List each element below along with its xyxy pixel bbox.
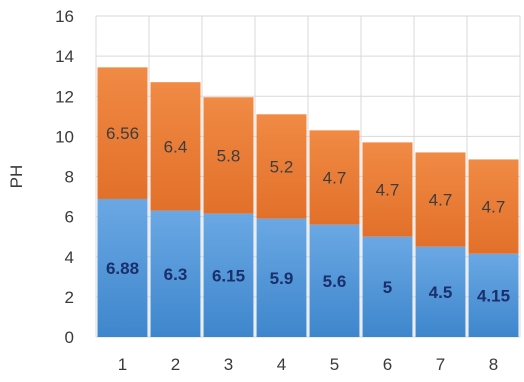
x-tick-label: 4 bbox=[277, 355, 286, 374]
x-tick-label: 2 bbox=[171, 355, 180, 374]
data-label-top: 5.8 bbox=[217, 146, 241, 165]
y-tick-label: 12 bbox=[55, 87, 74, 106]
bar-segment-top bbox=[415, 152, 466, 247]
bar-segment-bottom bbox=[203, 213, 254, 337]
y-axis: 0 2 4 6 8 10 12 14 16 bbox=[55, 7, 74, 347]
y-tick-label: 10 bbox=[55, 127, 74, 146]
y-tick-label: 0 bbox=[65, 328, 74, 347]
y-tick-label: 16 bbox=[55, 7, 74, 26]
data-label-top: 4.7 bbox=[482, 198, 506, 217]
x-tick-label: 3 bbox=[224, 355, 233, 374]
y-tick-label: 14 bbox=[55, 47, 74, 66]
x-tick-label: 5 bbox=[330, 355, 339, 374]
data-label-bottom: 5.6 bbox=[323, 272, 347, 291]
data-label-top: 6.4 bbox=[164, 137, 188, 156]
bar-segment-top bbox=[97, 67, 148, 199]
data-label-bottom: 6.15 bbox=[212, 266, 245, 285]
data-label-bottom: 6.88 bbox=[106, 259, 139, 278]
x-axis: 1 2 3 4 5 6 7 8 bbox=[118, 355, 498, 374]
bar-segment-bottom bbox=[415, 246, 466, 337]
bar-segment-bottom bbox=[150, 210, 201, 337]
bar-segment-top bbox=[362, 142, 413, 237]
data-label-top: 6.56 bbox=[106, 124, 139, 143]
data-label-top: 4.7 bbox=[323, 169, 347, 188]
y-tick-label: 4 bbox=[65, 248, 74, 267]
bar-segment-top bbox=[468, 159, 519, 254]
y-tick-label: 2 bbox=[65, 288, 74, 307]
data-label-bottom: 5 bbox=[383, 278, 392, 297]
bar-segment-top bbox=[203, 97, 254, 214]
bar-segment-bottom bbox=[309, 224, 360, 337]
data-label-top: 4.7 bbox=[429, 191, 453, 210]
bar-segment-top bbox=[150, 82, 201, 211]
data-label-bottom: 6.3 bbox=[164, 265, 188, 284]
bars: 6.88 6.56 6.3 6.4 6.15 5.8 5.9 5.2 5.6 4.7 5 4.7 4.5… bbox=[97, 67, 519, 337]
bar-segment-top bbox=[309, 130, 360, 225]
y-tick-label: 8 bbox=[65, 168, 74, 187]
data-label-bottom: 5.9 bbox=[270, 269, 294, 288]
x-tick-label: 6 bbox=[383, 355, 392, 374]
x-tick-label: 1 bbox=[118, 355, 127, 374]
bar-segment-top bbox=[256, 114, 307, 219]
data-label-top: 4.7 bbox=[376, 181, 400, 200]
data-label-top: 5.2 bbox=[270, 157, 294, 176]
data-label-bottom: 4.15 bbox=[477, 286, 510, 305]
data-label-bottom: 4.5 bbox=[429, 283, 453, 302]
bar-segment-bottom bbox=[97, 198, 148, 337]
x-tick-label: 8 bbox=[489, 355, 498, 374]
x-tick-label: 7 bbox=[436, 355, 445, 374]
y-tick-label: 6 bbox=[65, 208, 74, 227]
bar-segment-bottom bbox=[256, 218, 307, 337]
y-axis-label: PH bbox=[7, 165, 26, 189]
bar-segment-bottom bbox=[362, 236, 413, 337]
bar-segment-bottom bbox=[468, 253, 519, 337]
